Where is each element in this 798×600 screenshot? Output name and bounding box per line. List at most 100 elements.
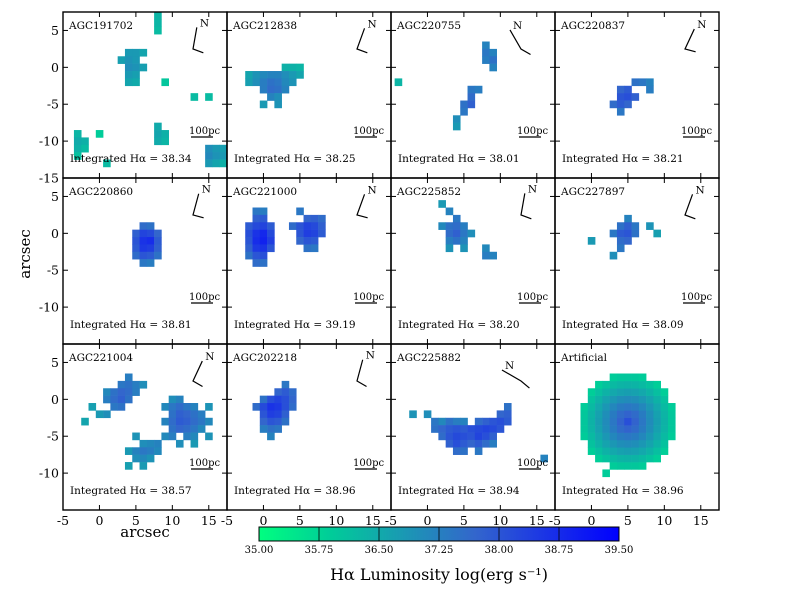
halpha-pixel [631, 417, 640, 426]
halpha-pixel [288, 71, 297, 79]
halpha-pixel [474, 432, 483, 441]
halpha-pixel [595, 410, 603, 419]
scale-bar-label: 100pc [517, 126, 548, 137]
panel-name: AGC227897 [560, 186, 625, 198]
halpha-pixel [489, 432, 497, 441]
halpha-pixel [624, 237, 632, 245]
halpha-pixel [124, 373, 133, 382]
halpha-pixel [409, 410, 417, 419]
halpha-pixel [103, 395, 111, 404]
halpha-pixel [624, 93, 632, 101]
halpha-pixel [602, 403, 610, 411]
halpha-pixel [609, 229, 618, 238]
halpha-pixel [624, 403, 632, 411]
halpha-pixel [267, 71, 275, 79]
y-axis-title: arcsec [16, 229, 34, 279]
halpha-pixel [175, 395, 184, 404]
halpha-pixel [452, 229, 461, 238]
x-tick-label: 5 [460, 513, 468, 528]
halpha-pixel [318, 222, 326, 230]
halpha-pixel [95, 410, 104, 419]
halpha-pixel [288, 403, 297, 411]
halpha-pixel [124, 462, 133, 470]
halpha-pixel [609, 425, 618, 433]
halpha-pixel [132, 432, 140, 441]
x-tick-label: 0 [587, 513, 595, 528]
halpha-pixel [460, 447, 468, 455]
halpha-pixel [460, 107, 468, 116]
halpha-pixel [660, 439, 669, 448]
y-tick-label: -5 [47, 263, 59, 278]
halpha-pixel [267, 403, 275, 411]
halpha-pixel [624, 380, 632, 389]
halpha-pixel [139, 244, 148, 253]
halpha-pixel [161, 417, 169, 426]
halpha-pixel [103, 388, 111, 396]
halpha-pixel [624, 395, 632, 404]
halpha-pixel [73, 144, 82, 153]
halpha-pixel [496, 417, 505, 426]
overlay-layer: 5 0 -5 -10 -15 AGC191702 N 100pc Integrated Hα =… [39, 11, 720, 528]
halpha-pixel [616, 93, 625, 101]
x-tick-label: 0 [95, 513, 103, 528]
halpha-pixel [205, 144, 213, 153]
halpha-pixel [252, 222, 261, 230]
north-label: N [513, 20, 522, 32]
halpha-pixel [602, 432, 610, 441]
halpha-pixel [489, 48, 497, 57]
halpha-pixel [190, 425, 199, 433]
x-tick-label: -5 [221, 513, 233, 528]
halpha-pixel [646, 454, 654, 463]
scale-bar-label: 100pc [353, 126, 384, 137]
halpha-pixel [587, 395, 596, 404]
halpha-pixel [252, 259, 261, 267]
panel-name: AGC202218 [232, 352, 297, 364]
pixel-map [252, 380, 297, 441]
halpha-pixel [638, 78, 647, 87]
halpha-pixel [624, 100, 632, 109]
halpha-pixel [616, 425, 625, 433]
halpha-pixel [595, 380, 603, 389]
x-tick-label: 10 [328, 513, 344, 528]
halpha-pixel [616, 395, 625, 404]
halpha-pixel [259, 100, 268, 109]
halpha-pixel [667, 417, 676, 426]
halpha-pixel [452, 417, 461, 426]
halpha-pixel [259, 425, 268, 433]
halpha-pixel [197, 410, 206, 419]
halpha-pixel [609, 417, 618, 426]
halpha-pixel [310, 222, 319, 230]
north-label: N [200, 17, 209, 29]
halpha-pixel [139, 48, 148, 57]
y-tick-label: 5 [51, 189, 59, 204]
halpha-pixel [624, 454, 632, 463]
panel-agc225882 [409, 403, 549, 463]
halpha-pixel [190, 417, 199, 426]
halpha-pixel [653, 425, 661, 433]
y-tick-label: -5 [47, 429, 59, 444]
halpha-pixel [653, 403, 661, 411]
halpha-pixel [124, 56, 133, 64]
halpha-pixel [646, 432, 654, 441]
panel-agc220860 [132, 222, 162, 267]
halpha-pixel [489, 56, 497, 64]
halpha-pixel [489, 251, 497, 260]
colorbar-tick-label: 35.00 [245, 545, 274, 556]
y-tick-label: -10 [39, 466, 59, 481]
halpha-pixel [667, 410, 676, 419]
halpha-pixel [609, 380, 618, 389]
halpha-pixel [653, 410, 661, 419]
halpha-pixel [638, 439, 647, 448]
halpha-pixel [653, 395, 661, 404]
halpha-pixel [638, 447, 647, 455]
halpha-pixel [609, 395, 618, 404]
halpha-pixel [197, 425, 206, 433]
y-tick-label: -10 [39, 300, 59, 315]
halpha-pixel [259, 214, 268, 223]
pixel-map [394, 41, 497, 131]
halpha-pixel [467, 439, 476, 448]
halpha-pixel [245, 71, 253, 79]
halpha-pixel [259, 417, 268, 426]
halpha-pixel [609, 454, 618, 463]
compass-icon [684, 28, 696, 53]
